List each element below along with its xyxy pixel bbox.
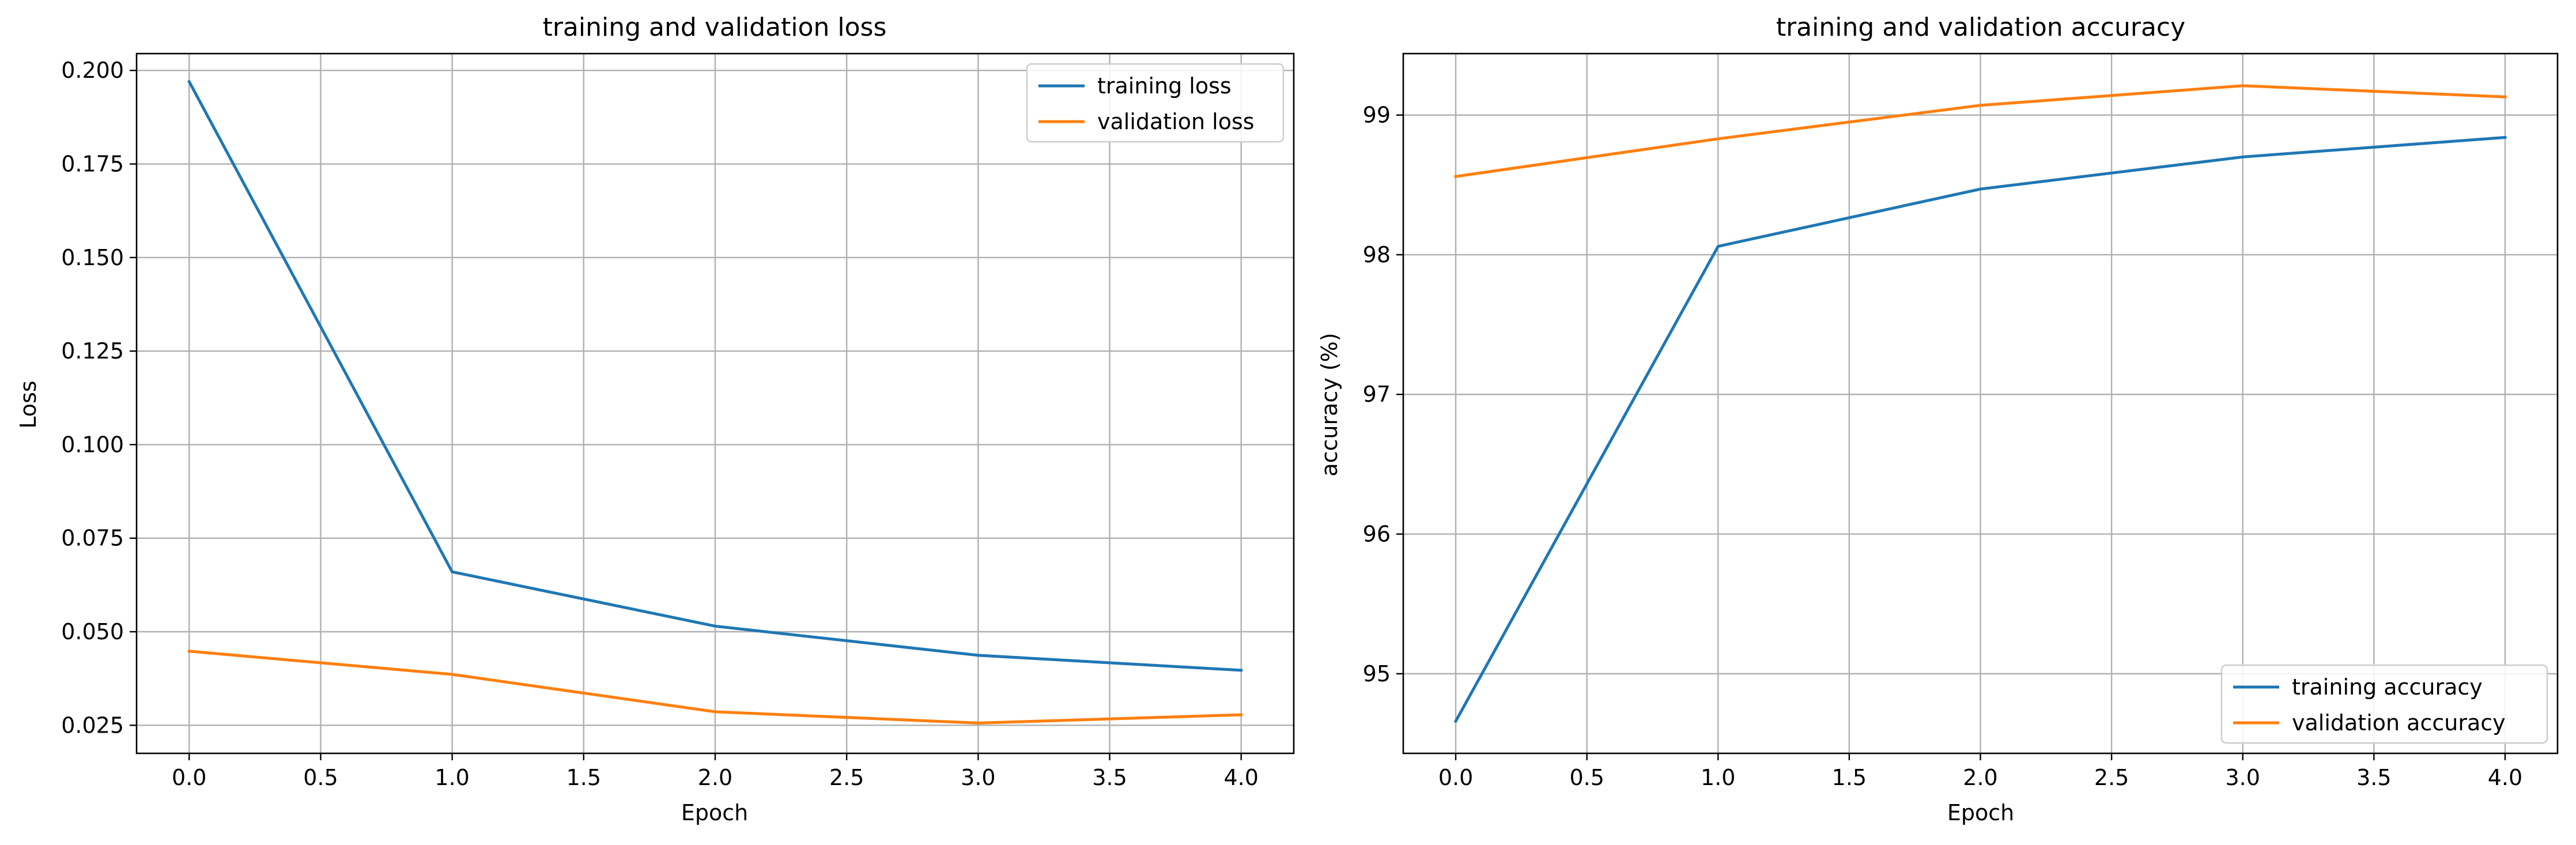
accuracy-y-tick-label: 98 <box>1363 242 1391 267</box>
loss-x-tick-label: 4.0 <box>1224 765 1259 790</box>
loss-x-tick-label: 3.5 <box>1092 765 1127 790</box>
accuracy-chart-title: training and validation accuracy <box>1776 13 2185 42</box>
accuracy-legend-box <box>2220 664 2548 744</box>
loss-x-tick-label: 1.0 <box>435 765 469 790</box>
loss-x-tick-label: 0.5 <box>303 765 338 790</box>
accuracy-x-tick-label: 3.5 <box>2356 765 2391 790</box>
loss-y-tick-label: 0.150 <box>61 245 124 270</box>
accuracy-series-line-validation <box>1454 84 2507 179</box>
accuracy-x-axis-label: Epoch <box>1947 800 2014 825</box>
accuracy-x-tick-label: 1.0 <box>1701 765 1735 790</box>
accuracy-x-tick-label: 3.0 <box>2226 765 2260 790</box>
loss-y-tick-label: 0.050 <box>61 619 124 644</box>
loss-x-tick-label: 1.5 <box>566 765 601 790</box>
accuracy-x-tick-label: 4.0 <box>2488 765 2522 790</box>
loss-y-tick-label: 0.100 <box>61 432 124 457</box>
accuracy-x-tick-label: 1.5 <box>1832 765 1867 790</box>
accuracy-plot-area: 0.0 0.5 1.0 1.5 2.0 2.5 3.0 3.5 4.0 95 96 97 98 99 tra… <box>1363 52 2559 790</box>
loss-y-tick-label: 0.125 <box>61 338 124 364</box>
loss-y-tick-label: 0.025 <box>61 712 124 738</box>
loss-legend: training loss validation loss <box>1026 63 1285 143</box>
accuracy-y-axis-label: accuracy (%) <box>1317 333 1342 476</box>
loss-legend-box <box>1026 63 1285 143</box>
loss-y-axis-label: Loss <box>16 380 41 428</box>
accuracy-x-tick-label: 0.5 <box>1569 765 1604 790</box>
loss-x-tick-label: 2.0 <box>698 765 732 790</box>
accuracy-legend: training accuracy validation accuracy <box>2220 664 2548 744</box>
accuracy-y-tick-label: 95 <box>1363 661 1391 686</box>
accuracy-legend-label-validation: validation accuracy <box>2292 710 2506 735</box>
loss-series-line-validation <box>187 650 1243 725</box>
loss-y-tick-label: 0.075 <box>61 526 124 551</box>
loss-series-line-training <box>187 80 1243 672</box>
loss-y-tick-label: 0.175 <box>61 152 124 177</box>
accuracy-x-tick-label: 2.0 <box>1963 765 1997 790</box>
loss-x-tick-label: 3.0 <box>961 765 995 790</box>
accuracy-y-tick-label: 96 <box>1363 522 1391 547</box>
loss-plot-area: 0.0 0.5 1.0 1.5 2.0 2.5 3.0 3.5 4.0 0.025 0.050 0.0… <box>61 52 1295 790</box>
accuracy-legend-label-training: training accuracy <box>2292 674 2483 700</box>
loss-chart-title: training and validation loss <box>543 13 887 42</box>
loss-legend-label-validation: validation loss <box>1097 109 1255 134</box>
loss-chart-panel: training and validation loss Epoch Loss … <box>16 13 1295 825</box>
loss-x-tick-label: 0.0 <box>172 765 206 790</box>
accuracy-x-tick-label: 2.5 <box>2094 765 2129 790</box>
loss-legend-label-training: training loss <box>1097 73 1232 99</box>
loss-y-tick-label: 0.200 <box>61 58 124 83</box>
loss-x-axis-label: Epoch <box>681 800 748 825</box>
accuracy-y-tick-label: 99 <box>1363 103 1391 128</box>
accuracy-x-tick-label: 0.0 <box>1438 765 1473 790</box>
accuracy-y-tick-label: 97 <box>1363 382 1391 407</box>
accuracy-series-line-training <box>1453 135 2507 723</box>
accuracy-chart-panel: training and validation accuracy Epoch a… <box>1317 13 2559 825</box>
loss-x-tick-label: 2.5 <box>829 765 864 790</box>
